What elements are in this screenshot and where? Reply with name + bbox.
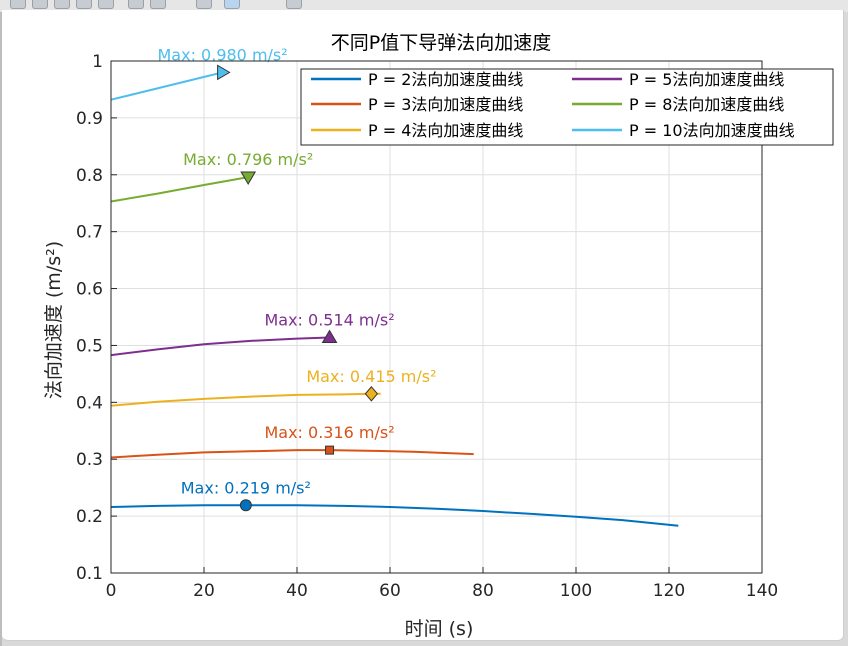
legend-label: P = 10法向加速度曲线 <box>629 121 795 140</box>
x-tick-label: 140 <box>746 581 778 601</box>
select-icon[interactable] <box>224 0 240 9</box>
zoom-icon[interactable] <box>10 0 26 9</box>
max-marker[interactable] <box>240 171 257 186</box>
legend-label: P = 2法向加速度曲线 <box>368 70 523 89</box>
legend-label: P = 3法向加速度曲线 <box>368 95 523 114</box>
y-tick-label: 0.9 <box>76 109 103 129</box>
y-tick-label: 0.5 <box>76 336 103 356</box>
legend-item-p8[interactable]: P = 8法向加速度曲线 <box>572 95 784 114</box>
chart-title: 不同P值下导弹法向加速度 <box>331 32 551 54</box>
brush-tool-icon[interactable] <box>286 0 302 9</box>
legend-label: P = 8法向加速度曲线 <box>629 95 784 114</box>
max-marker[interactable] <box>321 329 338 343</box>
max-annotation-p5: Max: 0.514 m/s² <box>264 310 394 329</box>
x-tick-label: 120 <box>653 581 685 601</box>
y-tick-label: 0.4 <box>76 393 103 413</box>
y-tick-label: 0.2 <box>76 507 103 527</box>
legend-label: P = 5法向加速度曲线 <box>629 70 784 89</box>
x-tick-label: 0 <box>106 581 117 601</box>
series-lines <box>110 71 679 527</box>
rotate-icon[interactable] <box>54 0 70 9</box>
pan-icon[interactable] <box>32 0 48 9</box>
figure-window: Max: 0.219 m/s² Max: 0.316 m/s² Max: 0.415… <box>2 10 844 641</box>
max-annotation-p2: Max: 0.219 m/s² <box>181 478 311 497</box>
brush-icon[interactable] <box>98 0 114 9</box>
x-tick-label: 100 <box>560 581 592 601</box>
export-icon[interactable] <box>150 0 166 9</box>
x-tick-label: 60 <box>379 581 401 601</box>
figure-toolbar <box>0 0 848 12</box>
x-tick-label: 80 <box>472 581 494 601</box>
y-tick-label: 0.7 <box>76 223 103 243</box>
home-icon[interactable] <box>128 0 144 9</box>
y-tick-label: 0.1 <box>76 564 103 584</box>
legend-label: P = 4法向加速度曲线 <box>368 121 523 140</box>
series-line-p4[interactable] <box>110 392 381 407</box>
plot-area[interactable] <box>110 60 763 574</box>
axis-ticks: 0 20 40 60 80 100 120 140 0.1 0.2 0.3 0.4 0.5 0.6 0.7 0… <box>76 52 778 601</box>
legend-item-p3[interactable]: P = 3法向加速度曲线 <box>311 95 523 114</box>
series-line-p10[interactable] <box>110 71 223 101</box>
chart-canvas: Max: 0.219 m/s² Max: 0.316 m/s² Max: 0.415… <box>43 32 834 640</box>
legend-item-p10[interactable]: P = 10法向加速度曲线 <box>572 121 795 140</box>
x-tick-label: 20 <box>193 581 215 601</box>
y-axis-label: 法向加速度 (m/s²) <box>43 241 65 399</box>
y-tick-label: 1 <box>92 52 103 72</box>
max-marker[interactable] <box>364 386 379 402</box>
legend-item-p5[interactable]: P = 5法向加速度曲线 <box>572 70 784 89</box>
max-annotations: Max: 0.219 m/s² Max: 0.316 m/s² Max: 0.415… <box>158 45 437 497</box>
datatip-icon[interactable] <box>76 0 92 9</box>
max-marker[interactable] <box>239 499 252 512</box>
x-tick-label: 40 <box>286 581 308 601</box>
legend-box <box>300 68 834 146</box>
series-line-p2[interactable] <box>110 504 679 527</box>
y-tick-label: 0.8 <box>76 166 103 186</box>
x-axis-label: 时间 (s) <box>405 618 474 640</box>
max-annotation-p10: Max: 0.980 m/s² <box>158 45 288 64</box>
legend[interactable]: P = 2法向加速度曲线 P = 3法向加速度曲线 P = 4法向加速度曲线 P = … <box>300 68 834 146</box>
series-line-p5[interactable] <box>110 336 330 357</box>
series-line-p3[interactable] <box>110 449 474 459</box>
save-icon[interactable] <box>196 0 212 9</box>
max-markers <box>217 64 379 512</box>
max-annotation-p8: Max: 0.796 m/s² <box>183 150 313 169</box>
series-line-p8[interactable] <box>110 176 249 203</box>
max-marker[interactable] <box>217 64 231 81</box>
legend-item-p4[interactable]: P = 4法向加速度曲线 <box>311 121 523 140</box>
window-edge <box>0 12 2 646</box>
max-annotation-p4: Max: 0.415 m/s² <box>306 367 436 386</box>
max-marker[interactable] <box>325 445 335 455</box>
y-tick-label: 0.6 <box>76 280 103 300</box>
max-annotation-p3: Max: 0.316 m/s² <box>264 423 394 442</box>
y-tick-label: 0.3 <box>76 450 103 470</box>
legend-item-p2[interactable]: P = 2法向加速度曲线 <box>311 70 523 89</box>
